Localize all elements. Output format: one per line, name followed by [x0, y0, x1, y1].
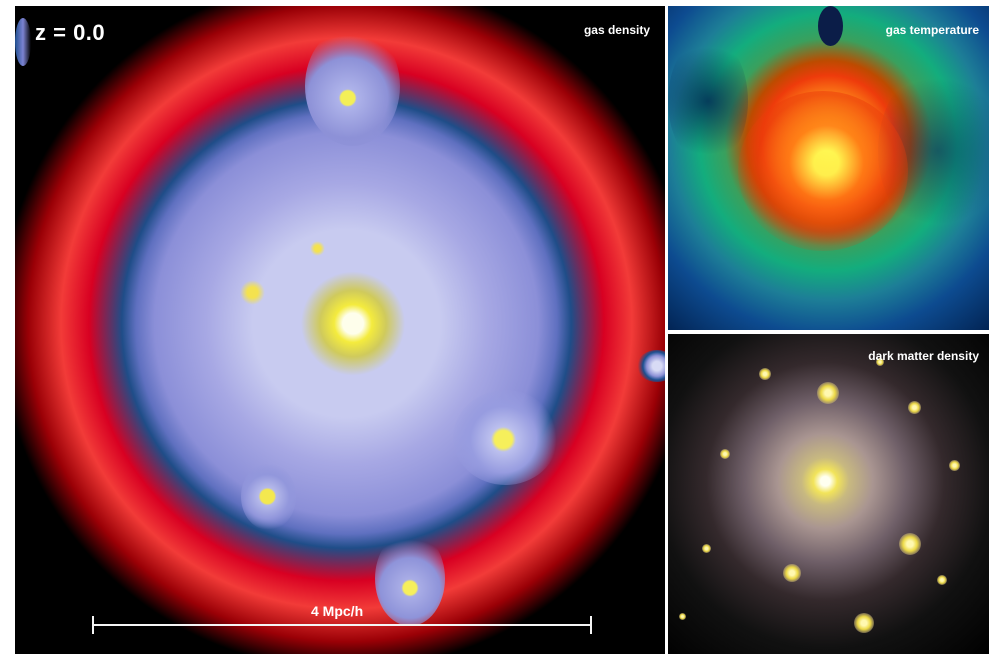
- gas-temperature-label: gas temperature: [885, 23, 979, 37]
- scale-bar: [92, 616, 592, 634]
- dark-matter-density-label: dark matter density: [868, 349, 979, 363]
- gas-density-panel: z = 0.0 gas density 4 Mpc/h: [15, 6, 665, 654]
- gas-density-label: gas density: [583, 23, 650, 37]
- dark-matter-density-panel: dark matter density: [668, 334, 989, 654]
- gas-temperature-panel: gas temperature: [668, 6, 989, 330]
- scale-label: 4 Mpc/h: [311, 603, 364, 619]
- redshift-label: z = 0.0: [35, 20, 106, 45]
